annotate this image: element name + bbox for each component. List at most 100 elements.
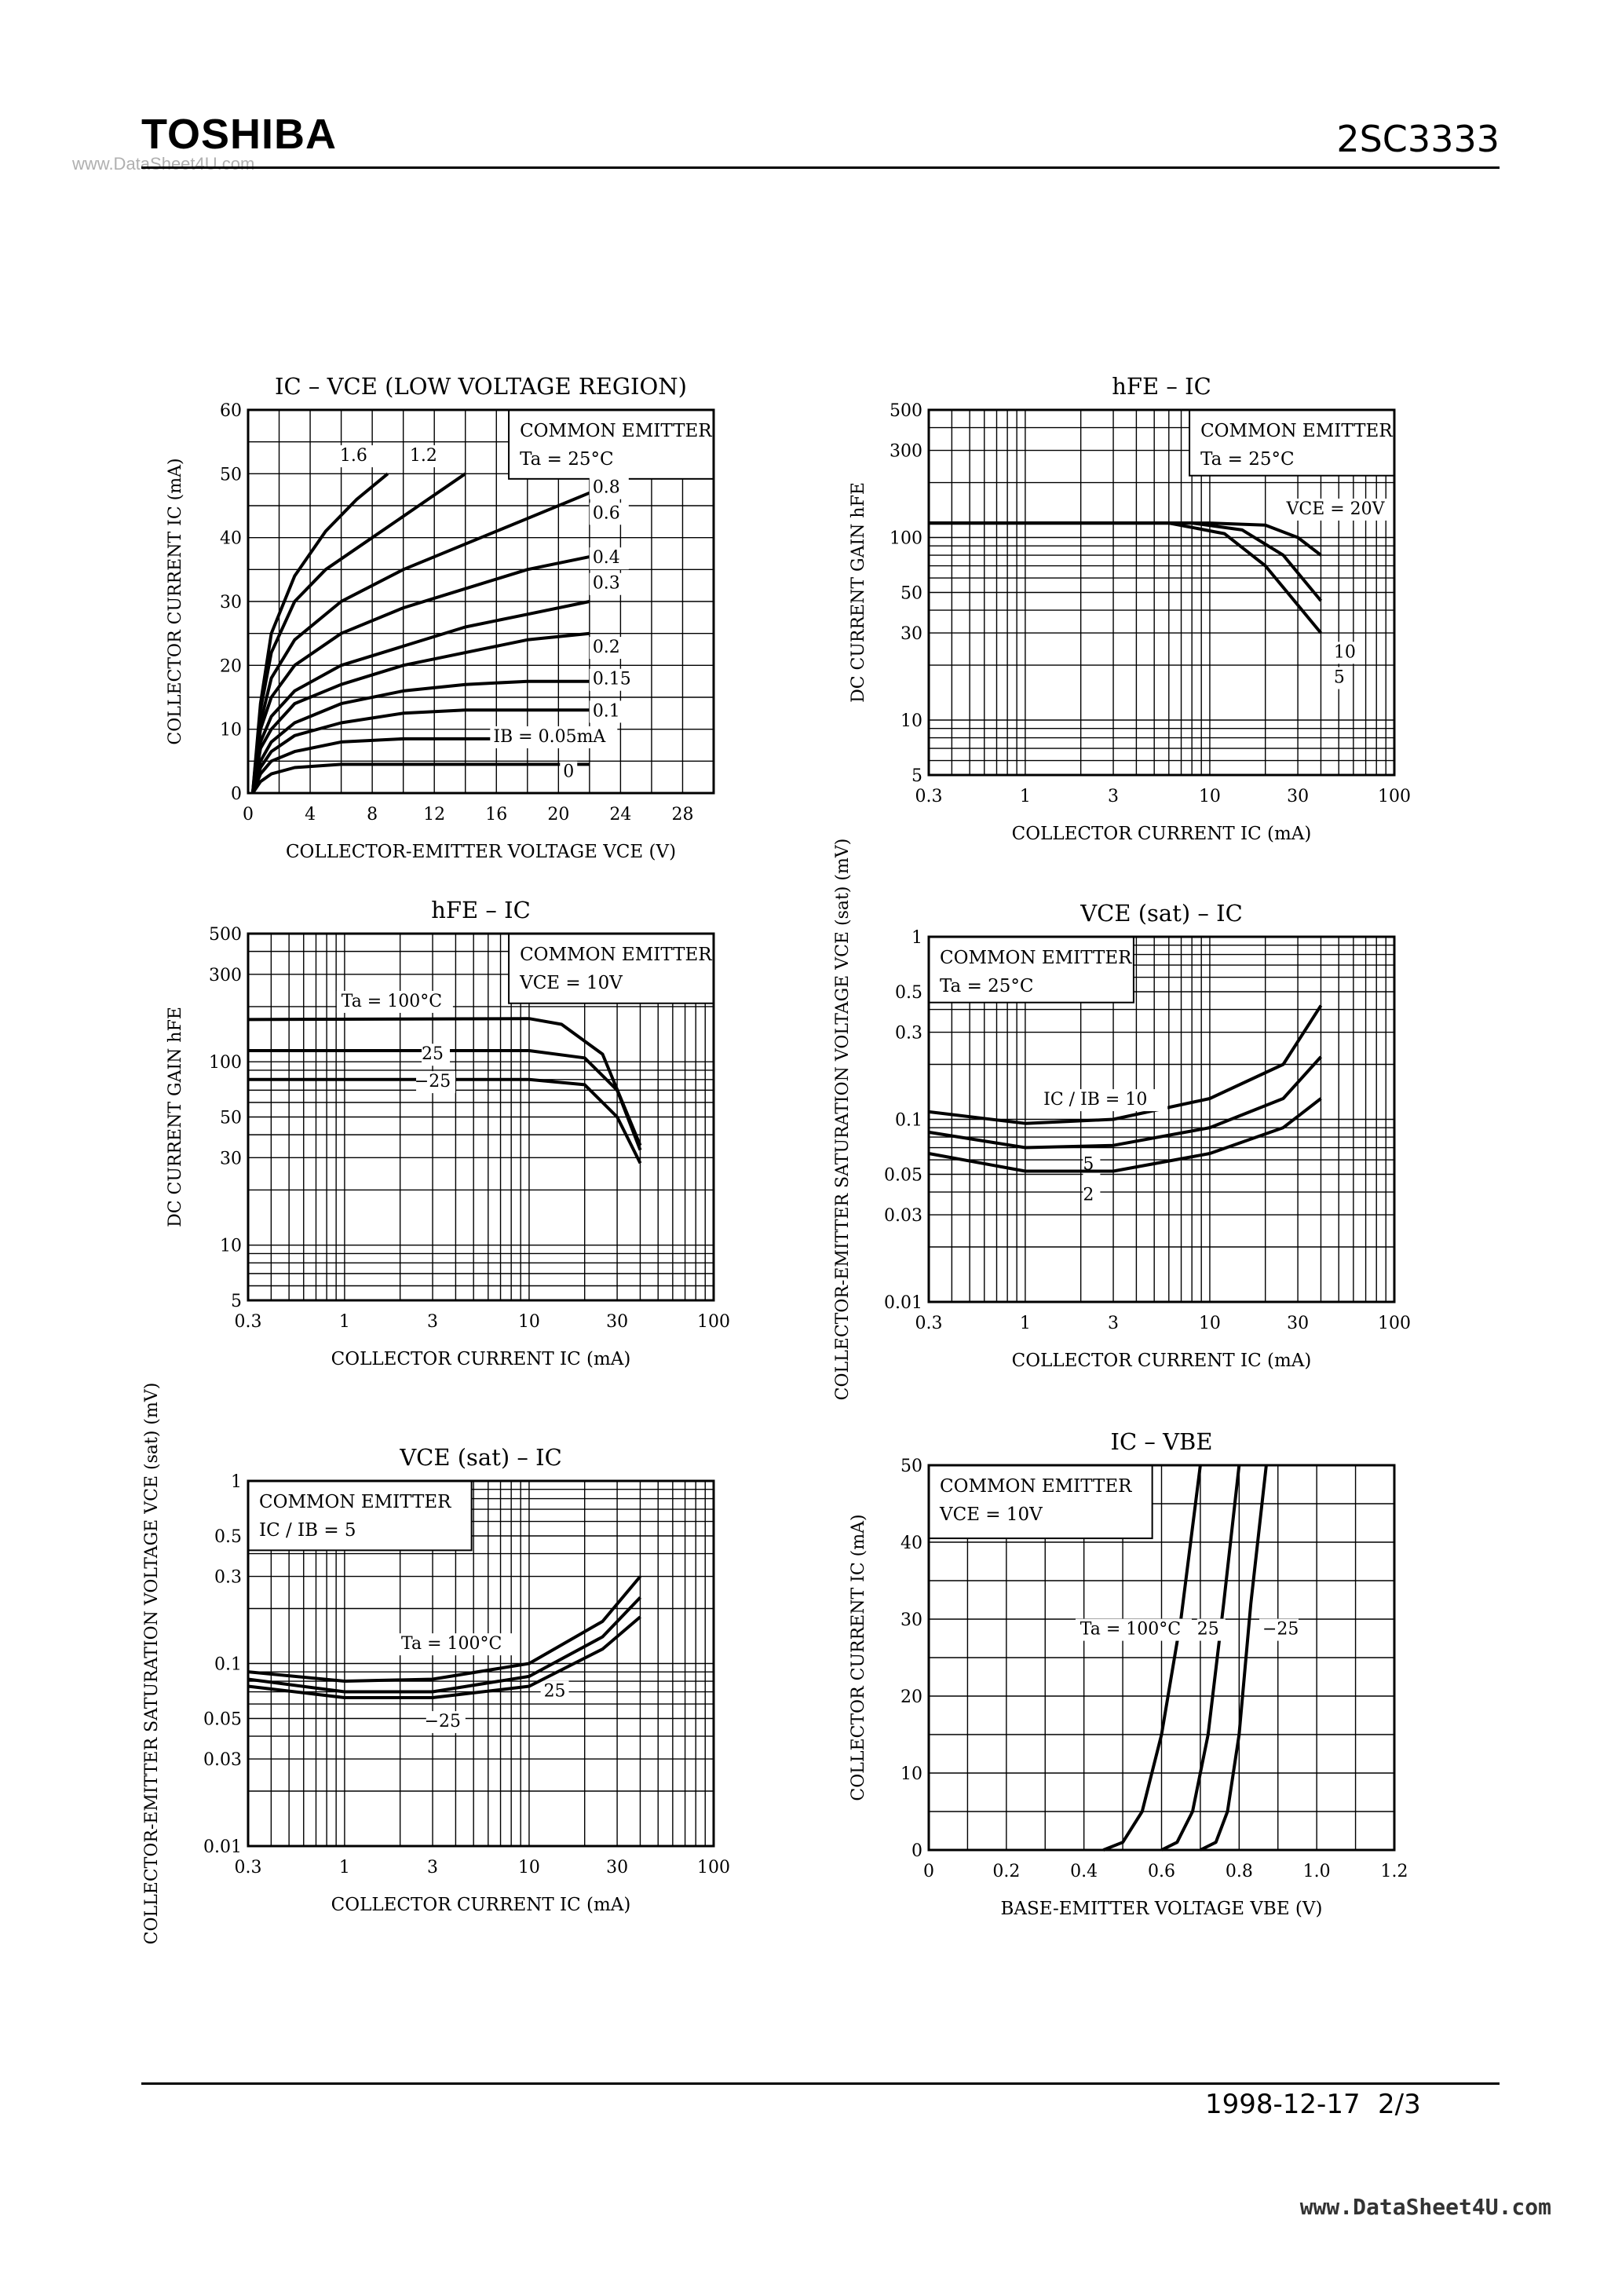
series-label: 25: [544, 1681, 566, 1701]
chart-4: COMMON EMITTERTa = 25°CIC / IB = 10520.3…: [833, 839, 1411, 1401]
x-tick-label: 100: [697, 1858, 730, 1877]
y-tick-label: 0.05: [203, 1709, 242, 1729]
x-tick-label: 1: [1020, 787, 1031, 806]
y-tick-label: 100: [209, 1053, 242, 1073]
y-tick-label: 500: [890, 401, 922, 421]
y-axis-label: COLLECTOR-EMITTER SATURATION VOLTAGE VCE…: [142, 1383, 162, 1945]
annotation-text: Ta = 25°C: [1200, 449, 1295, 470]
x-tick-label: 30: [1287, 1314, 1309, 1333]
x-tick-label: 1: [1020, 1314, 1031, 1333]
x-tick-label: 16: [485, 805, 507, 824]
y-tick-label: 50: [220, 465, 242, 484]
x-tick-label: 0.3: [915, 1314, 943, 1333]
series-label: 0.4: [593, 548, 620, 568]
chart-title: VCE (sat) – IC: [1080, 900, 1243, 927]
x-tick-label: 4: [305, 805, 316, 824]
y-tick-label: 1: [911, 928, 922, 948]
annotation-text: VCE = 10V: [519, 973, 623, 993]
annotation-text: COMMON EMITTER: [940, 948, 1132, 968]
x-tick-label: 1.0: [1303, 1862, 1331, 1881]
y-tick-label: 20: [220, 656, 242, 676]
x-tick-label: 0.3: [235, 1312, 262, 1332]
x-tick-label: 24: [609, 805, 631, 824]
y-tick-label: 0.03: [884, 1206, 922, 1226]
y-axis-label: DC CURRENT GAIN hFE: [849, 482, 868, 703]
y-tick-label: 0.1: [214, 1655, 242, 1675]
chart-title: IC – VBE: [1110, 1428, 1212, 1455]
series-label: −25: [1262, 1620, 1299, 1640]
x-axis-label: COLLECTOR CURRENT IC (mA): [331, 1349, 631, 1369]
x-tick-label: 100: [1378, 1314, 1411, 1333]
annotation-text: COMMON EMITTER: [1200, 421, 1393, 441]
annotation-text: VCE = 10V: [939, 1504, 1043, 1525]
x-axis-label: COLLECTOR CURRENT IC (mA): [1012, 1351, 1312, 1371]
y-tick-label: 50: [901, 1457, 922, 1476]
series-label: 0.8: [593, 478, 620, 498]
series-label: 10: [1334, 642, 1356, 662]
chart-title: VCE (sat) – IC: [399, 1444, 562, 1471]
chart-title: hFE – IC: [1112, 373, 1211, 400]
y-tick-label: 40: [901, 1534, 922, 1553]
series-label: −25: [415, 1072, 451, 1091]
series-label: Ta = 100°C: [342, 992, 442, 1011]
y-tick-label: 5: [231, 1292, 242, 1311]
chart-5: COMMON EMITTERIC / IB = 5Ta = 100°C25−25…: [142, 1383, 730, 1945]
y-tick-label: 0: [231, 784, 242, 804]
footer-rule: [141, 2082, 1500, 2085]
y-tick-label: 0.5: [895, 983, 922, 1003]
x-tick-label: 30: [606, 1312, 628, 1332]
series-line-ta-100-c: [248, 1577, 641, 1681]
series-label: 0.15: [593, 670, 631, 689]
series-label: 0.2: [593, 638, 620, 657]
y-tick-label: 0.5: [214, 1527, 242, 1547]
annotation-text: Ta = 25°C: [940, 976, 1034, 996]
series-label: 25: [1197, 1620, 1219, 1640]
series-label: 0.6: [593, 503, 620, 523]
y-tick-label: 100: [890, 529, 922, 549]
footer-page: 2/3: [1378, 2089, 1421, 2120]
x-tick-label: 30: [606, 1858, 628, 1877]
y-tick-label: 0.1: [895, 1111, 922, 1131]
series-label: −25: [425, 1712, 461, 1731]
annotation-text: COMMON EMITTER: [520, 421, 712, 441]
x-tick-label: 10: [518, 1858, 540, 1877]
y-tick-label: 50: [901, 584, 922, 604]
series-label: VCE = 20V: [1285, 499, 1385, 519]
footer-date: 1998-12-17: [1205, 2089, 1361, 2120]
x-axis-label: BASE-EMITTER VOLTAGE VBE (V): [1000, 1899, 1322, 1919]
y-tick-label: 0: [911, 1841, 922, 1861]
series-label: 0.3: [593, 574, 620, 594]
series-label: IB = 0.05mA: [493, 727, 606, 747]
x-tick-label: 28: [671, 805, 693, 824]
y-tick-label: 0.3: [214, 1568, 242, 1588]
y-axis-label: COLLECTOR CURRENT IC (mA): [166, 458, 185, 744]
y-tick-label: 500: [209, 925, 242, 945]
y-tick-label: 0.3: [895, 1024, 922, 1044]
x-tick-label: 10: [1199, 1314, 1221, 1333]
y-tick-label: 300: [209, 966, 242, 985]
y-tick-label: 20: [901, 1687, 922, 1707]
y-tick-label: 30: [901, 624, 922, 644]
x-tick-label: 3: [427, 1858, 438, 1877]
x-tick-label: 20: [547, 805, 569, 824]
y-tick-label: 5: [911, 766, 922, 786]
y-tick-label: 40: [220, 529, 242, 549]
series-line-vce-20v: [929, 523, 1321, 555]
y-tick-label: 10: [220, 721, 242, 740]
x-tick-label: 10: [1199, 787, 1221, 806]
series-label: 5: [1334, 668, 1345, 688]
y-tick-label: 0.05: [884, 1165, 922, 1185]
x-tick-label: 0.2: [992, 1862, 1020, 1881]
x-tick-label: 3: [1108, 787, 1119, 806]
series-label: 1.6: [340, 446, 367, 466]
x-tick-label: 0.4: [1070, 1862, 1098, 1881]
x-tick-label: 100: [697, 1312, 730, 1332]
x-tick-label: 30: [1287, 787, 1309, 806]
x-tick-label: 12: [423, 805, 445, 824]
chart-2: COMMON EMITTERTa = 25°CVCE = 20V1050.3 1 3…: [849, 373, 1411, 844]
series-line-0-15: [253, 710, 590, 793]
x-axis-label: COLLECTOR CURRENT IC (mA): [1012, 824, 1312, 844]
y-axis-label: COLLECTOR CURRENT IC (mA): [849, 1514, 868, 1801]
watermark-bottom: www.DataSheet4U.com: [1300, 2194, 1551, 2220]
